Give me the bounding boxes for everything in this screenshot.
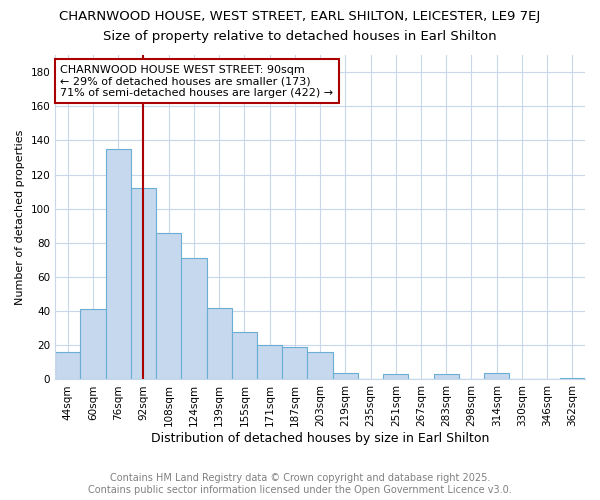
Text: CHARNWOOD HOUSE, WEST STREET, EARL SHILTON, LEICESTER, LE9 7EJ: CHARNWOOD HOUSE, WEST STREET, EARL SHILT…	[59, 10, 541, 23]
Bar	[106, 149, 131, 380]
Bar	[156, 232, 181, 380]
Bar	[332, 372, 358, 380]
Bar	[206, 308, 232, 380]
Bar	[434, 374, 459, 380]
Text: Size of property relative to detached houses in Earl Shilton: Size of property relative to detached ho…	[103, 30, 497, 43]
Bar	[232, 332, 257, 380]
Text: CHARNWOOD HOUSE WEST STREET: 90sqm
← 29% of detached houses are smaller (173)
71: CHARNWOOD HOUSE WEST STREET: 90sqm ← 29%…	[61, 64, 334, 98]
Bar	[131, 188, 156, 380]
Bar	[307, 352, 332, 380]
Bar	[55, 352, 80, 380]
Bar	[560, 378, 585, 380]
Y-axis label: Number of detached properties: Number of detached properties	[15, 130, 25, 305]
X-axis label: Distribution of detached houses by size in Earl Shilton: Distribution of detached houses by size …	[151, 432, 489, 445]
Bar	[484, 372, 509, 380]
Text: Contains HM Land Registry data © Crown copyright and database right 2025.
Contai: Contains HM Land Registry data © Crown c…	[88, 474, 512, 495]
Bar	[80, 310, 106, 380]
Bar	[282, 347, 307, 380]
Bar	[181, 258, 206, 380]
Bar	[257, 346, 282, 380]
Bar	[383, 374, 409, 380]
